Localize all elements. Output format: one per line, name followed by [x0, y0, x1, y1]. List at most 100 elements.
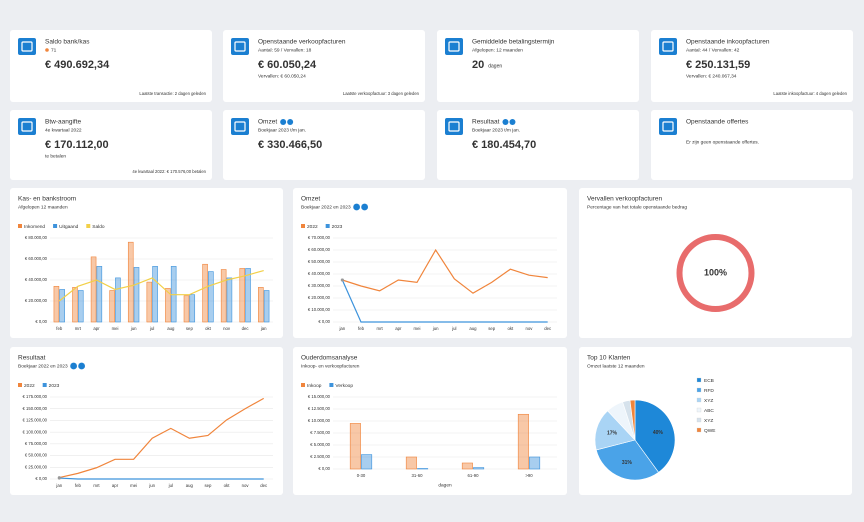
bar: [361, 454, 373, 470]
card-subtitle: 4e kwartaal 2022: [45, 127, 82, 133]
legend-label: Saldo: [92, 224, 105, 230]
card-icon: [445, 38, 463, 55]
card-title: Resultaat: [472, 119, 500, 126]
x-tick-label: jul: [168, 483, 173, 488]
card-detail: Vervallen: € 240.067,34: [686, 73, 737, 79]
card-subtitle: Boekjaar 2023 t/m jan.: [472, 127, 520, 133]
card-subtitle: Boekjaar 2023 t/m jan.: [258, 127, 306, 133]
card-title: Saldo bank/kas: [45, 39, 90, 46]
chart-title: Vervallen verkoopfacturen: [587, 196, 663, 203]
x-tick-label: mei: [414, 326, 421, 331]
card-value: € 330.466,50: [258, 139, 322, 151]
y-tick-label: € 40.000,00: [308, 271, 331, 276]
card[interactable]: [651, 110, 853, 180]
card-title: Openstaande inkoopfacturen: [686, 39, 770, 46]
y-tick-label: € 50.000,00: [25, 453, 48, 458]
legend-swatch: [86, 224, 91, 228]
chart-card[interactable]: [10, 347, 283, 495]
card-icon: [445, 118, 463, 135]
card[interactable]: [10, 110, 212, 180]
card[interactable]: [437, 110, 639, 180]
legend-swatch: [696, 417, 702, 423]
x-tick-label: 61-90: [468, 473, 480, 478]
card[interactable]: [651, 30, 853, 102]
legend-swatch: [696, 387, 702, 393]
bar: [349, 423, 361, 470]
chart-subtitle: Afgelopen 12 maanden: [18, 204, 68, 210]
status-dot: [45, 48, 49, 52]
x-tick-label: dec: [544, 326, 552, 331]
x-tick-label: dec: [242, 326, 250, 331]
nav-arrow[interactable]: [280, 119, 287, 125]
legend-label: Inkomend: [24, 224, 45, 230]
card-detail: Er zijn geen openstaande offertes.: [686, 139, 759, 145]
card[interactable]: [437, 30, 639, 102]
x-tick-label: okt: [507, 326, 514, 331]
bar: [461, 462, 473, 470]
point: [340, 278, 344, 282]
legend-swatch: [329, 383, 334, 387]
legend-label: ECB: [704, 378, 714, 384]
line: [342, 248, 548, 294]
x-tick-label: jul: [149, 326, 154, 331]
card-icon: [659, 38, 677, 55]
y-tick-label: € 30.000,00: [308, 283, 331, 288]
card-value: € 250.131,59: [686, 59, 750, 71]
nav-arrow[interactable]: [502, 119, 509, 125]
chart-card[interactable]: [579, 188, 852, 338]
nav-arrow[interactable]: [78, 362, 86, 370]
chart-title: Top 10 Klanten: [587, 355, 631, 362]
bar: [183, 295, 190, 323]
x-tick-label: mrt: [93, 483, 100, 488]
card-footer: Laatste verkoopfactuur: 3 dagen geleden: [343, 91, 420, 96]
card-icon-glyph: [662, 41, 674, 52]
card[interactable]: [223, 30, 425, 102]
y-tick-label: € 125.000,00: [23, 418, 48, 423]
legend-label: 2023: [49, 383, 60, 389]
legend-swatch: [696, 377, 702, 383]
bar: [53, 285, 60, 323]
nav-arrow[interactable]: [509, 119, 516, 125]
bar: [133, 267, 140, 323]
card-subtitle: Aantal: 59 / Vervallen: 18: [258, 47, 312, 53]
legend-label: 2022: [307, 224, 318, 230]
bar: [258, 287, 264, 323]
card-value: € 170.112,00: [45, 139, 109, 151]
nav-arrow[interactable]: [287, 119, 294, 125]
card-title: Gemiddelde betalingstermijn: [472, 39, 555, 46]
card-subtitle: Afgelopen: 12 maanden: [472, 47, 523, 53]
legend-swatch: [42, 383, 47, 387]
card-footer: Laatste inkoopfactuur: 4 dagen geleden: [773, 91, 847, 96]
nav-arrow[interactable]: [361, 203, 369, 211]
x-tick-label: jun: [130, 326, 137, 331]
nav-arrow[interactable]: [70, 362, 78, 370]
pie-slice: [595, 439, 659, 481]
legend-swatch: [18, 224, 22, 228]
x-tick-label: jun: [432, 326, 439, 331]
card-title: Openstaande offertes: [686, 119, 749, 126]
y-tick-label: € 50.000,00: [308, 259, 331, 264]
y-tick-label: € 100.000,00: [23, 429, 48, 434]
line: [58, 269, 264, 302]
y-tick-label: € 5.000,00: [310, 442, 330, 447]
card[interactable]: [10, 30, 212, 102]
card[interactable]: [223, 110, 425, 180]
card-title: Omzet: [258, 119, 277, 126]
legend-label: Verkoop: [335, 383, 353, 389]
legend-swatch: [301, 224, 305, 228]
card-icon-glyph: [21, 121, 33, 132]
x-tick-label: okt: [205, 326, 212, 331]
nav-arrow[interactable]: [353, 203, 361, 211]
y-tick-label: € 80.000,00: [25, 235, 48, 240]
card-detail: Vervallen: € 60.050,24: [258, 73, 306, 79]
y-tick-label: € 0,00: [35, 319, 47, 324]
bar: [189, 294, 196, 323]
chart-card[interactable]: [293, 188, 567, 338]
x-tick-label: jul: [451, 326, 456, 331]
x-tick-label: aug: [186, 483, 194, 488]
legend-swatch: [325, 224, 330, 228]
bar: [263, 290, 270, 323]
line: [341, 279, 548, 323]
x-tick-label: sep: [488, 326, 496, 331]
chart-title: Resultaat: [18, 355, 46, 362]
